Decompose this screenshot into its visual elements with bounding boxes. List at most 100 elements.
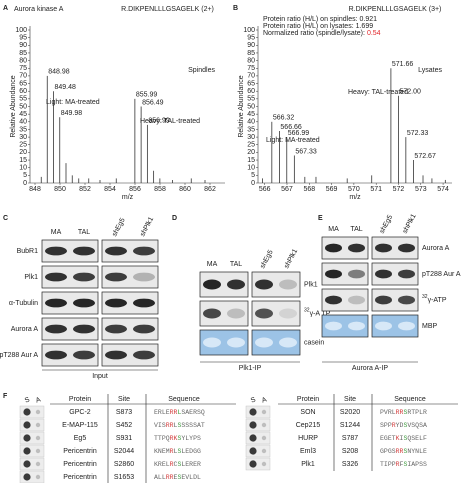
- sequence: SPPRYDSVSQSA: [380, 422, 427, 429]
- y-tick-label: 0: [251, 180, 255, 187]
- ratio-info: Protein ratio (H/L) on spindles: 0.921: [263, 16, 377, 23]
- residue: E: [154, 409, 158, 416]
- lane-label: shPlk1: [283, 248, 299, 270]
- band: [73, 324, 95, 334]
- sequence: ERLERRLSAERSQ: [154, 409, 205, 416]
- x-tick-label: 566: [259, 186, 271, 193]
- residue: L: [419, 409, 423, 416]
- peak-label: 849.98: [61, 110, 83, 117]
- residue: S: [177, 474, 181, 481]
- site: S787: [342, 435, 358, 442]
- spot: [35, 422, 41, 428]
- normalized-label: Normalized ratio (spindle/lysate):: [263, 30, 365, 37]
- spot-header: A: [35, 396, 42, 404]
- residue: A: [185, 409, 189, 416]
- band: [255, 279, 273, 290]
- spot: [35, 461, 41, 467]
- band: [227, 279, 245, 290]
- residue: S: [177, 461, 181, 468]
- residue: Q: [415, 422, 419, 429]
- band: [133, 324, 155, 334]
- residue: L: [419, 435, 423, 442]
- blot-box: [101, 343, 159, 367]
- residue: R: [170, 448, 174, 455]
- column-header: Protein: [297, 396, 319, 403]
- blot-box: [41, 343, 99, 367]
- residue: D: [189, 448, 193, 455]
- residue: L: [166, 461, 170, 468]
- residue: P: [193, 435, 197, 442]
- blot-box: [371, 314, 419, 338]
- isotope: 32: [304, 308, 310, 314]
- residue: R: [170, 435, 174, 442]
- residue: A: [411, 461, 415, 468]
- residue: V: [185, 474, 189, 481]
- blot-box: [251, 300, 301, 327]
- band: [203, 279, 221, 290]
- y-tick-label: 75: [19, 65, 27, 72]
- residue: F: [400, 461, 404, 468]
- sequence: KRELRCSLERER: [154, 461, 201, 468]
- band: [348, 321, 365, 331]
- row-label: pT288 Aur A: [0, 352, 38, 359]
- blot-box: [321, 314, 369, 338]
- isotope: 32: [422, 294, 428, 300]
- peak-label: 855.99: [136, 92, 158, 99]
- residue: R: [388, 409, 392, 416]
- spot: [35, 409, 41, 415]
- site: S2044: [114, 448, 134, 455]
- y-tick-label: 0: [23, 180, 27, 187]
- residue: T: [411, 409, 415, 416]
- lane-label: MA: [51, 229, 62, 236]
- residue: P: [415, 461, 419, 468]
- protein: HURP: [298, 435, 318, 442]
- residue: R: [396, 448, 400, 455]
- residue: K: [154, 461, 158, 468]
- sequence: TIPPRFSIAPSS: [380, 461, 427, 468]
- band: [279, 279, 297, 290]
- residue: A: [423, 422, 427, 429]
- band: [325, 269, 342, 279]
- x-tick-label: 568: [303, 186, 315, 193]
- residue: S: [403, 448, 407, 455]
- band: [227, 308, 245, 319]
- residue: S: [423, 461, 427, 468]
- y-tick-label: 40: [247, 119, 255, 126]
- residue: S: [189, 422, 193, 429]
- band: [325, 243, 342, 253]
- residue: S: [411, 422, 415, 429]
- normalized-value: 0.54: [367, 30, 381, 37]
- lane-label: shPlk1: [402, 213, 418, 235]
- blot-box: [101, 291, 159, 315]
- residue: L: [185, 435, 189, 442]
- y-tick-label: 10: [19, 165, 27, 172]
- y-tick-label: 5: [251, 172, 255, 179]
- band: [45, 324, 67, 334]
- light-label: Light: MA-treated: [46, 99, 100, 106]
- peak-label: 566.32: [273, 115, 295, 122]
- residue: Y: [181, 435, 185, 442]
- spot: [35, 435, 41, 441]
- site: S2860: [114, 461, 134, 468]
- protein: Plk1: [301, 461, 315, 468]
- residue: L: [162, 474, 166, 481]
- band: [45, 350, 67, 360]
- x-tick-label: 856: [129, 186, 141, 193]
- residue: L: [197, 474, 201, 481]
- panel-letter: E: [318, 215, 323, 222]
- residue: E: [185, 448, 189, 455]
- row-label: casein: [304, 339, 324, 346]
- band: [279, 308, 297, 319]
- residue: R: [170, 409, 174, 416]
- y-tick-label: 30: [19, 134, 27, 141]
- residue: R: [158, 409, 162, 416]
- panel-letter: A: [3, 5, 8, 12]
- column-header: Sequence: [394, 396, 426, 403]
- y-tick-label: 95: [247, 34, 255, 41]
- blot-box: [41, 265, 99, 289]
- protein: SON: [300, 409, 315, 416]
- y-tick-label: 40: [19, 119, 27, 126]
- protein: Eg5: [74, 435, 87, 442]
- residue: L: [158, 474, 162, 481]
